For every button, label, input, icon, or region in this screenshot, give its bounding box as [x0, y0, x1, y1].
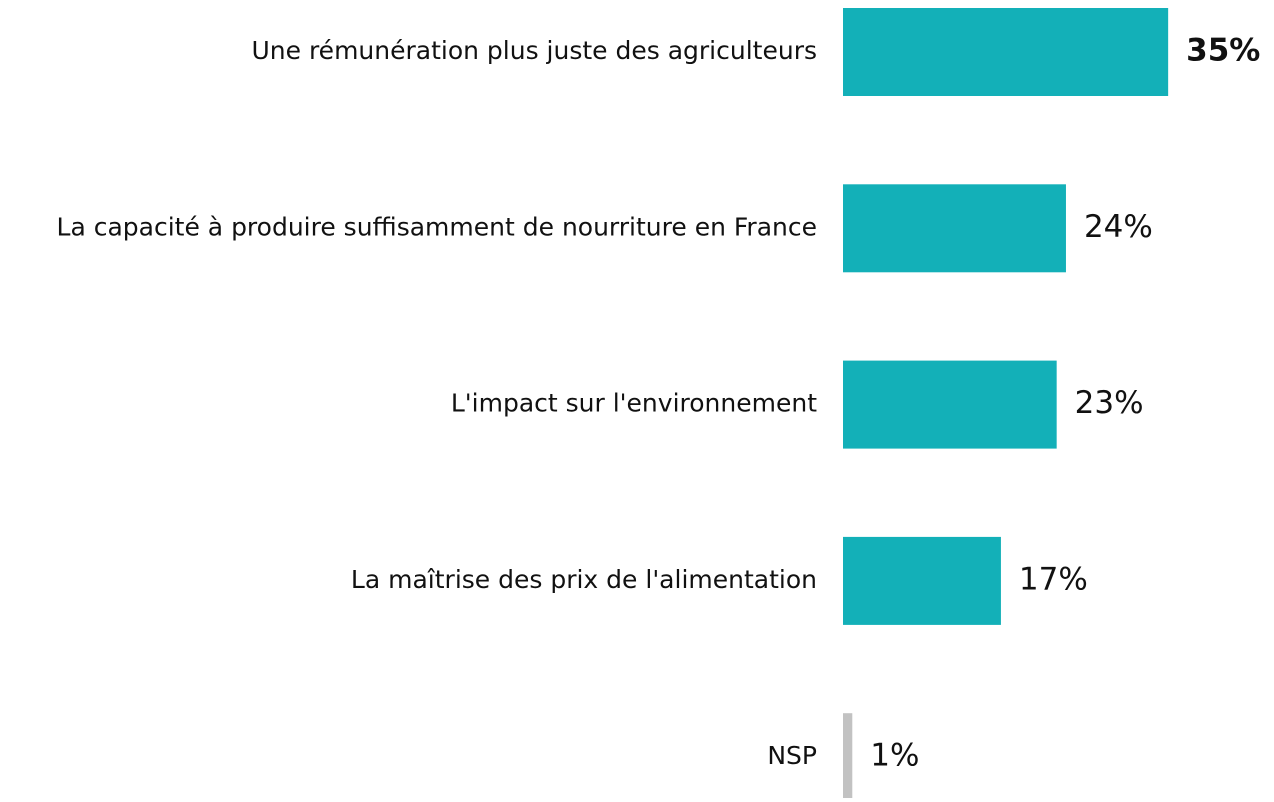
- category-label: Une rémunération plus juste des agricult…: [251, 36, 817, 65]
- value-label: 23%: [1075, 385, 1144, 421]
- bar: [843, 713, 853, 802]
- value-label: 24%: [1084, 209, 1153, 245]
- category-label: La maîtrise des prix de l'alimentation: [351, 565, 817, 594]
- category-label: La capacité à produire suffisamment de n…: [57, 212, 817, 241]
- bar: [843, 360, 1057, 449]
- category-label: L'impact sur l'environnement: [451, 389, 817, 418]
- category-label: NSP: [767, 741, 817, 770]
- bar: [843, 184, 1066, 273]
- bar: [843, 536, 1001, 625]
- value-label: 17%: [1019, 561, 1088, 597]
- value-label: 1%: [870, 738, 919, 774]
- value-label: 35%: [1186, 33, 1260, 69]
- bar: [843, 8, 1169, 96]
